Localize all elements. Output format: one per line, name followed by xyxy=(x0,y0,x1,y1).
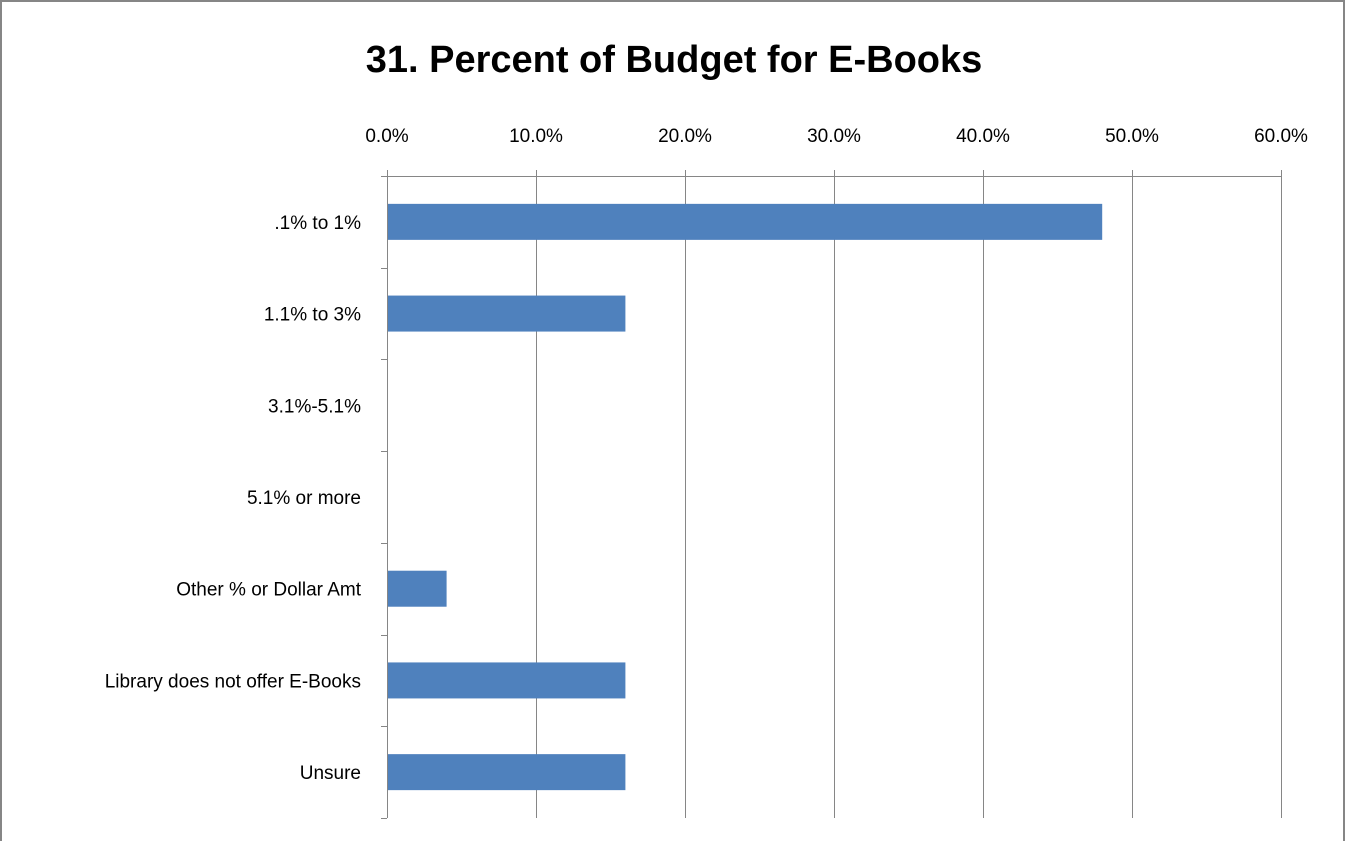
category-label: Other % or Dollar Amt xyxy=(176,580,361,601)
x-tick-label: 0.0% xyxy=(365,126,408,147)
category-labels: .1% to 1% 1.1% to 3% 3.1%-5.1% 5.1% or more… xyxy=(105,213,362,784)
x-tick-label: 50.0% xyxy=(1105,126,1159,147)
x-tick-label: 30.0% xyxy=(807,126,861,147)
chart-title: 31. Percent of Budget for E-Books xyxy=(366,39,983,81)
x-tick-label: 10.0% xyxy=(509,126,563,147)
category-label: Unsure xyxy=(300,763,361,784)
axes xyxy=(381,170,1282,819)
category-label: 3.1%-5.1% xyxy=(268,396,361,417)
bar xyxy=(388,570,447,607)
x-tick-label: 20.0% xyxy=(658,126,712,147)
x-tick-label: 40.0% xyxy=(956,126,1010,147)
gridlines xyxy=(536,176,1282,818)
category-label: 1.1% to 3% xyxy=(264,305,361,326)
category-label: Library does not offer E-Books xyxy=(105,671,361,692)
bar xyxy=(388,203,1103,240)
bars xyxy=(388,203,1103,791)
x-axis-tick-labels: 0.0% 10.0% 20.0% 30.0% 40.0% 50.0% 60.0% xyxy=(365,126,1308,147)
bar xyxy=(388,754,626,791)
category-label: 5.1% or more xyxy=(247,488,361,509)
bar xyxy=(388,295,626,332)
category-label: .1% to 1% xyxy=(274,213,361,234)
bar xyxy=(388,662,626,699)
x-tick-label: 60.0% xyxy=(1254,126,1308,147)
